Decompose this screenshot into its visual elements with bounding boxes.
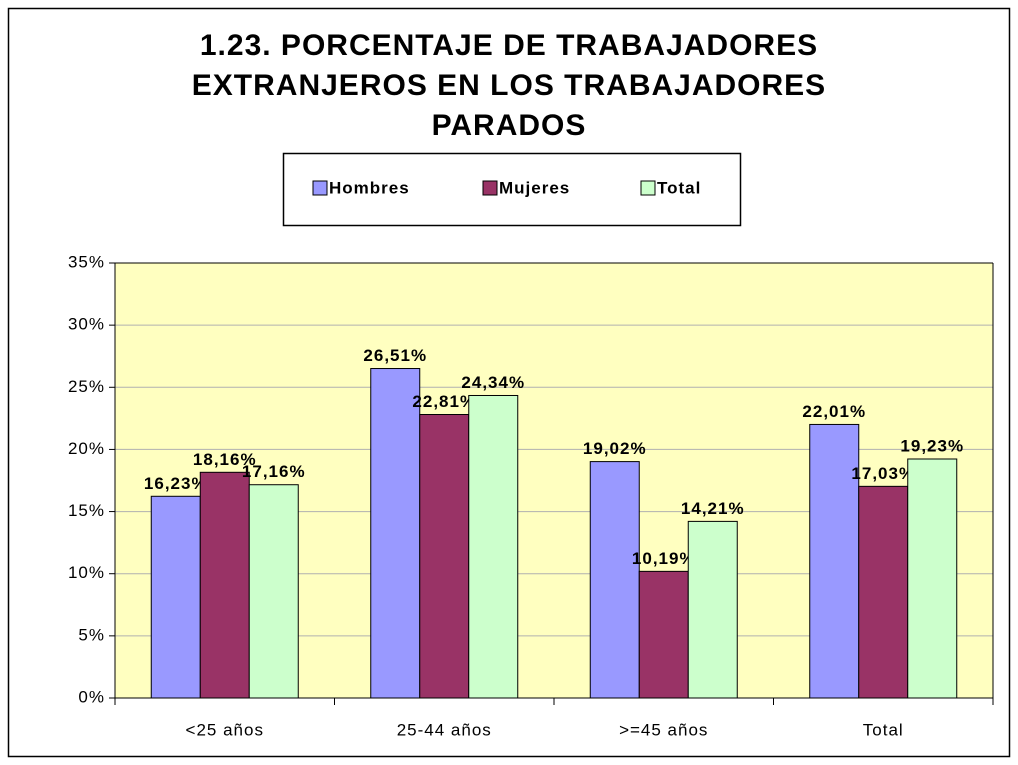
y-tick-label: 25% bbox=[68, 377, 105, 396]
x-tick-label: <25 años bbox=[186, 720, 264, 739]
data-label: 17,03% bbox=[851, 464, 915, 483]
y-tick-label: 0% bbox=[78, 687, 105, 706]
bar bbox=[150, 495, 201, 699]
data-label: 24,34% bbox=[461, 373, 525, 392]
data-label: 17,16% bbox=[242, 462, 306, 481]
bar bbox=[907, 458, 958, 699]
legend-label: Mujeres bbox=[499, 178, 570, 197]
data-label: 10,19% bbox=[632, 549, 696, 568]
y-tick-label: 30% bbox=[68, 315, 105, 334]
data-label: 22,01% bbox=[802, 402, 866, 421]
data-label: 16,23% bbox=[144, 474, 208, 493]
bar bbox=[589, 461, 640, 699]
y-tick-label: 15% bbox=[68, 501, 105, 520]
x-tick-label: 25-44 años bbox=[397, 720, 492, 739]
bar bbox=[687, 520, 738, 699]
legend-label: Hombres bbox=[329, 178, 410, 197]
data-label: 22,81% bbox=[412, 392, 476, 411]
data-label: 19,23% bbox=[900, 436, 964, 455]
bar bbox=[248, 484, 299, 699]
data-label: 26,51% bbox=[363, 346, 427, 365]
x-tick-label: >=45 años bbox=[619, 720, 708, 739]
legend-swatch bbox=[640, 180, 656, 196]
data-label: 14,21% bbox=[681, 499, 745, 518]
legend-label: Total bbox=[657, 178, 701, 197]
bar bbox=[809, 423, 860, 699]
data-label: 19,02% bbox=[583, 439, 647, 458]
legend-swatch bbox=[312, 180, 328, 196]
x-tick-label: Total bbox=[863, 720, 904, 739]
y-tick-label: 35% bbox=[68, 252, 105, 271]
y-tick-label: 5% bbox=[78, 625, 105, 644]
chart-title: 1.23. PORCENTAJE DE TRABAJADORES EXTRANJ… bbox=[191, 29, 827, 142]
bar bbox=[419, 414, 470, 699]
bar bbox=[199, 471, 250, 699]
legend-box bbox=[282, 152, 742, 227]
data-label: 18,16% bbox=[193, 450, 257, 469]
y-tick-label: 10% bbox=[68, 563, 105, 582]
bar bbox=[370, 368, 421, 699]
bar bbox=[638, 570, 689, 699]
bar bbox=[858, 485, 909, 699]
legend-swatch bbox=[482, 180, 498, 196]
y-tick-label: 20% bbox=[68, 439, 105, 458]
bar bbox=[468, 394, 519, 699]
